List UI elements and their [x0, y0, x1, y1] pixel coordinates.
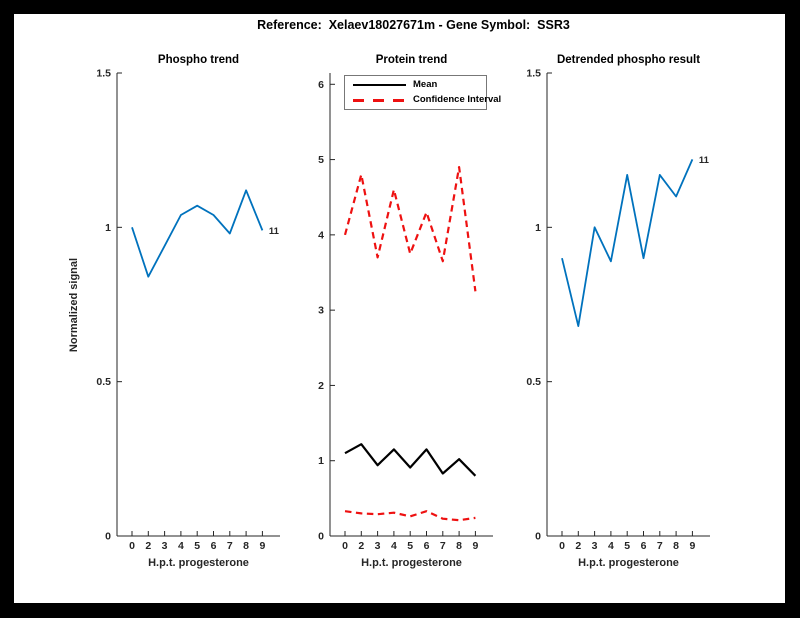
x-tick-label: 2	[145, 540, 151, 552]
y-tick-label: 0.5	[526, 376, 541, 388]
x-tick-label: 0	[559, 540, 565, 552]
x-tick-label: 3	[162, 540, 168, 552]
y-tick-label: 6	[318, 79, 324, 91]
confidence-interval-lower-line	[344, 510, 476, 522]
y-tick-label: 0.5	[96, 376, 111, 388]
main-title: Reference: Xelaev18027671m - Gene Symbol…	[257, 18, 570, 32]
legend: Mean Confidence Interval	[344, 75, 501, 110]
x-tick-label: 9	[259, 540, 265, 552]
x-tick-label: 5	[624, 540, 630, 552]
x-tick-label: 4	[178, 540, 184, 552]
x-tick-label: 4	[608, 540, 614, 552]
y-ticks: 0 0.5 1 1.5	[96, 68, 122, 543]
subplot-3-plot: 00.511.50 2 3 4 5 6 7 8 911	[526, 68, 710, 552]
detrended-phospho-line	[561, 159, 694, 328]
x-tick-label: 3	[592, 540, 598, 552]
x-tick-label: 0	[342, 540, 348, 552]
x-tick-label: 7	[227, 540, 233, 552]
x-tick-label: 5	[407, 540, 413, 552]
subplot-title-protein: Protein trend	[375, 54, 448, 66]
y-tick-label: 5	[318, 154, 324, 166]
x-tick-label: 9	[472, 540, 478, 552]
x-tick-label: 6	[641, 540, 647, 552]
axes-spines	[329, 73, 493, 537]
subplot-1-plot: 00.511.50 2 3 4 5 6 7 8 911	[96, 68, 280, 552]
y-tick-label: 1.5	[526, 68, 541, 80]
confidence-interval-upper-line	[343, 166, 477, 292]
y-tick-label: 2	[318, 380, 324, 392]
y-tick-label: 1.5	[96, 68, 111, 80]
subplot-title-phospho: Phospho trend	[157, 54, 240, 66]
y-tick-label: 0	[535, 531, 541, 543]
solid-line-icon	[353, 84, 406, 86]
x-tick-label: 3	[375, 540, 381, 552]
axes-spines	[546, 73, 710, 537]
y-tick-label: 0	[318, 531, 324, 543]
dashed-line-icon	[353, 98, 406, 102]
legend-label-confidence-interval: Confidence Interval	[413, 94, 502, 105]
cluster-annotation: 11	[699, 155, 710, 166]
x-axis-label-phospho: H.p.t. progesterone	[148, 557, 249, 569]
x-tick-label: 6	[211, 540, 217, 552]
legend-label-mean: Mean	[413, 79, 438, 90]
x-tick-label: 8	[673, 540, 679, 552]
mean-line	[344, 443, 477, 477]
x-tick-label: 2	[575, 540, 581, 552]
x-tick-label: 8	[456, 540, 462, 552]
subplot-title-detrended: Detrended phospho result	[556, 54, 701, 66]
x-tick-label: 4	[391, 540, 397, 552]
phospho-signal-line	[131, 189, 264, 278]
y-tick-label: 1	[318, 455, 324, 467]
x-tick-label: 8	[243, 540, 249, 552]
legend-item-confidence-interval: Confidence Interval	[353, 94, 501, 106]
axes-spines	[116, 73, 280, 537]
x-tick-label: 7	[657, 540, 663, 552]
y-tick-label: 1	[105, 222, 111, 234]
y-tick-label: 1	[535, 222, 541, 234]
x-tick-label: 9	[689, 540, 695, 552]
y-ticks: 0 1 2 3 4 5 6	[318, 79, 335, 543]
y-ticks: 0 0.5 1 1.5	[526, 68, 552, 543]
x-axis-label-protein: H.p.t. progesterone	[361, 557, 462, 569]
y-tick-label: 0	[105, 531, 111, 543]
x-axis-label-detrended: H.p.t. progesterone	[578, 557, 679, 569]
legend-item-mean: Mean	[353, 79, 486, 91]
x-tick-label: 7	[440, 540, 446, 552]
cluster-annotation: 11	[269, 226, 280, 237]
x-tick-label: 6	[424, 540, 430, 552]
y-tick-label: 3	[318, 305, 324, 317]
figure-canvas: Reference: Xelaev18027671m - Gene Symbol…	[14, 14, 785, 603]
x-tick-label: 2	[358, 540, 364, 552]
y-tick-label: 4	[318, 229, 324, 241]
x-tick-label: 0	[129, 540, 135, 552]
x-tick-label: 5	[194, 540, 200, 552]
